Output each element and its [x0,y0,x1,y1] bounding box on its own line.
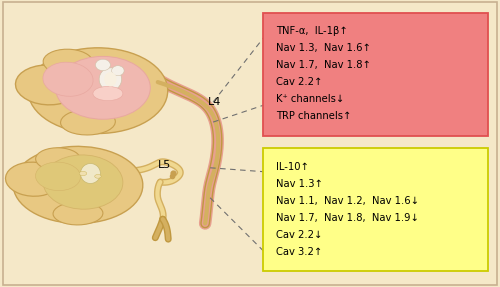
Ellipse shape [13,146,143,224]
Text: Cav 2.2↑: Cav 2.2↑ [276,77,323,87]
Text: Nav 1.7,  Nav 1.8↑: Nav 1.7, Nav 1.8↑ [276,60,372,70]
Ellipse shape [99,68,122,91]
Ellipse shape [96,59,110,71]
Text: Cav 3.2↑: Cav 3.2↑ [276,247,322,257]
Ellipse shape [43,62,93,96]
Ellipse shape [79,171,86,176]
Ellipse shape [36,162,80,191]
FancyBboxPatch shape [264,148,488,272]
Ellipse shape [112,66,124,76]
Ellipse shape [80,164,100,183]
Ellipse shape [60,109,116,135]
Text: IL-10↑: IL-10↑ [276,162,310,172]
Text: TNF-α,  IL-1β↑: TNF-α, IL-1β↑ [276,26,348,36]
Text: Nav 1.7,  Nav 1.8,  Nav 1.9↓: Nav 1.7, Nav 1.8, Nav 1.9↓ [276,213,420,223]
Ellipse shape [56,56,150,119]
Text: L4: L4 [208,97,221,107]
Ellipse shape [6,162,60,196]
Text: L5: L5 [158,160,171,170]
Ellipse shape [16,65,80,105]
Ellipse shape [104,72,117,86]
Ellipse shape [93,86,123,101]
Ellipse shape [94,174,101,178]
Text: Nav 1.3,  Nav 1.6↑: Nav 1.3, Nav 1.6↑ [276,43,372,53]
Text: TRP channels↑: TRP channels↑ [276,111,352,121]
Text: Nav 1.3↑: Nav 1.3↑ [276,179,324,189]
Text: Nav 1.1,  Nav 1.2,  Nav 1.6↓: Nav 1.1, Nav 1.2, Nav 1.6↓ [276,196,420,206]
FancyBboxPatch shape [264,13,488,136]
Text: Cav 2.2↓: Cav 2.2↓ [276,230,323,240]
Ellipse shape [53,202,103,225]
Ellipse shape [43,49,93,75]
Ellipse shape [43,155,123,209]
Text: K⁺ channels↓: K⁺ channels↓ [276,94,344,104]
Ellipse shape [36,148,80,171]
Ellipse shape [28,48,168,133]
